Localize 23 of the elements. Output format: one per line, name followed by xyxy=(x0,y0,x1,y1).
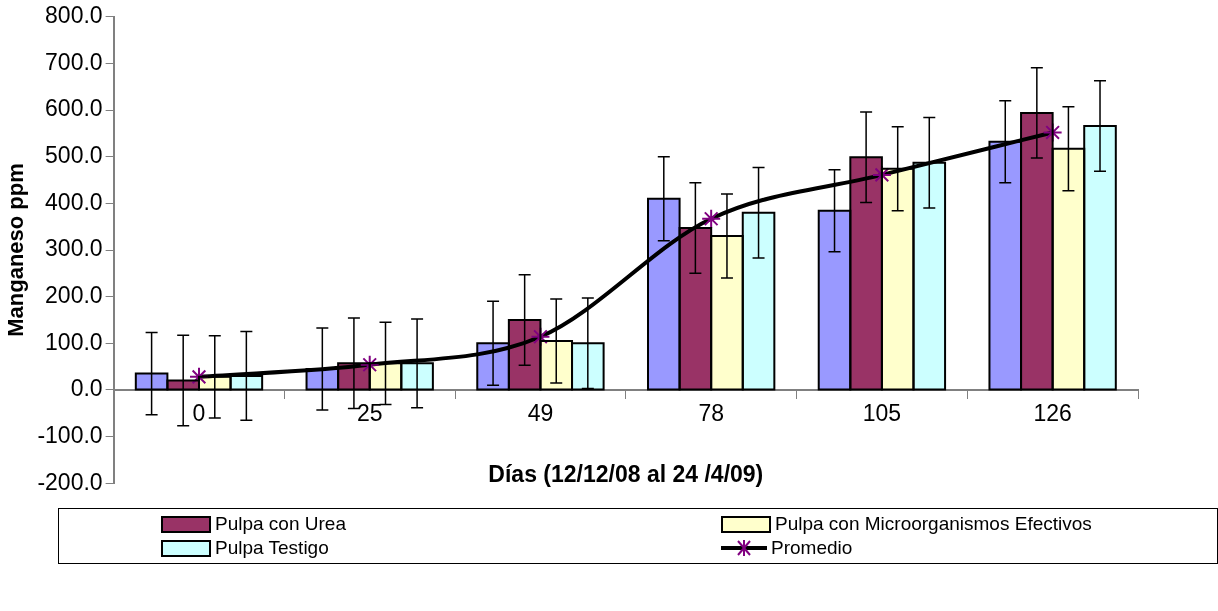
x-tick-label: 78 xyxy=(698,400,724,427)
x-tick-label: 126 xyxy=(1033,400,1072,427)
legend-label: Pulpa con Microorganismos Efectivos xyxy=(775,513,1092,535)
y-axis-title: Manganeso ppm xyxy=(3,163,29,337)
y-tick-label: 200.0 xyxy=(45,281,103,308)
y-tick-label: 500.0 xyxy=(45,142,103,169)
legend-label: Pulpa Testigo xyxy=(215,537,329,559)
y-tick-label: 600.0 xyxy=(45,95,103,122)
y-tick-label: 100.0 xyxy=(45,328,103,355)
y-tick-label: 800.0 xyxy=(45,2,103,29)
x-tick-label: 25 xyxy=(356,400,383,427)
x-tick-label: 0 xyxy=(192,400,206,427)
y-tick-label: -100.0 xyxy=(37,421,103,448)
legend-label: Promedio xyxy=(771,537,853,559)
y-tick-label: -200.0 xyxy=(37,468,103,495)
y-tick-label: 400.0 xyxy=(45,188,103,215)
y-tick-label: 700.0 xyxy=(45,48,103,75)
x-tick-label: 49 xyxy=(527,400,554,427)
x-tick-label: 105 xyxy=(862,400,902,427)
y-tick-label: 0.0 xyxy=(70,375,103,402)
legend-label: Pulpa con Urea xyxy=(215,513,346,535)
y-tick-label: 300.0 xyxy=(45,235,103,262)
x-axis-title: Días (12/12/08 al 24 /4/09) xyxy=(488,460,764,487)
